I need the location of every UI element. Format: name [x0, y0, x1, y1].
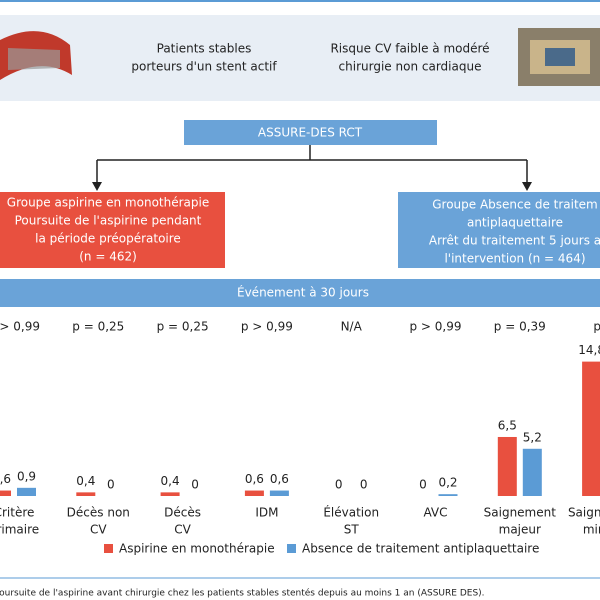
group-text: antiplaquettaire [467, 216, 563, 230]
group-text: Groupe aspirine en monothérapie [7, 196, 209, 210]
connectors [96, 145, 528, 183]
header-text: Risque CV faible à modéré [330, 42, 489, 56]
x-tick-label: IDM [255, 506, 278, 520]
arrowheads [92, 182, 532, 191]
p-value: p > 0,99 [241, 320, 293, 334]
x-tick-label: Décès non [67, 506, 130, 520]
legend-label: Absence de traitement antiplaquettaire [302, 542, 539, 556]
group-text: l'intervention (n = 464) [444, 252, 585, 266]
event-label: Événement à 30 jours [237, 285, 369, 300]
value-label: 6,5 [498, 418, 517, 432]
group-box-none [398, 192, 600, 268]
value-label: 0 [335, 478, 343, 492]
value-label: 0,2 [438, 476, 457, 490]
header-text: porteurs d'un stent actif [131, 60, 277, 74]
event-band [0, 279, 600, 307]
bar [582, 361, 600, 496]
group-text: Poursuite de l'aspirine pendant [15, 214, 202, 228]
x-tick-label: AVC [423, 506, 447, 520]
p-value: p = 0,25 [72, 320, 124, 334]
bar [17, 487, 36, 496]
value-label: 0 [360, 478, 368, 492]
x-tick-label: Élévation [323, 505, 379, 520]
x-tick-label: Saignement [484, 506, 557, 520]
legend-label: Aspirine en monothérapie [119, 542, 275, 556]
x-tick-label: Saignement [568, 506, 600, 520]
p-value: p = 0,25 [157, 320, 209, 334]
header-text: chirurgie non cardiaque [339, 60, 482, 74]
value-label: 0,6 [245, 472, 264, 486]
legend-swatch [104, 544, 113, 553]
bar [522, 448, 542, 496]
p-value: p = [593, 320, 600, 334]
p-value: p = 0,39 [494, 320, 546, 334]
x-tick-label: Critère [0, 506, 34, 520]
bar [244, 490, 264, 496]
value-label: 14,8 [578, 343, 600, 357]
stent-icon [0, 31, 72, 80]
group-text: la période préopératoire [35, 232, 181, 246]
group-text: Groupe Absence de traitem [432, 198, 598, 212]
value-label: 0 [419, 478, 427, 492]
header-text: Patients stables [157, 42, 252, 56]
value-label: 0,6 [270, 472, 289, 486]
x-tick-label: ST [344, 523, 360, 537]
bar [269, 490, 289, 496]
top-rule [0, 0, 600, 2]
bar [0, 490, 11, 496]
value-label: 5,2 [523, 430, 542, 444]
value-label: 0,9 [17, 469, 36, 483]
group-text: Arrêt du traitement 5 jours a [429, 234, 600, 248]
trial-box [184, 120, 437, 145]
p-value: p > 0,99 [0, 320, 40, 334]
bar [160, 492, 180, 496]
value-label: 0,4 [76, 474, 95, 488]
header-band [0, 15, 600, 101]
value-label: 0 [107, 478, 115, 492]
p-value: p > 0,99 [409, 320, 461, 334]
surgery-icon [518, 28, 600, 86]
value-label: 0,6 [0, 472, 11, 486]
x-tick-label: CV [90, 523, 107, 537]
value-label: 0,4 [161, 474, 180, 488]
x-tick-label: CV [174, 523, 191, 537]
x-tick-label: majeur [499, 523, 541, 537]
bar [497, 436, 517, 496]
group-box-aspirin [0, 192, 225, 268]
group-text: (n = 462) [79, 250, 137, 264]
p-value: N/A [341, 320, 363, 334]
trial-label: ASSURE-DES RCT [258, 126, 363, 140]
x-tick-label: primaire [0, 523, 39, 537]
bar [76, 492, 96, 496]
value-label: 0 [191, 478, 199, 492]
x-tick-label: mineur [583, 523, 600, 537]
legend-swatch [287, 544, 296, 553]
footnote: Poursuite de l'aspirine avant chirurgie … [0, 588, 485, 599]
x-tick-label: Décès [164, 506, 201, 520]
bar [438, 494, 458, 496]
